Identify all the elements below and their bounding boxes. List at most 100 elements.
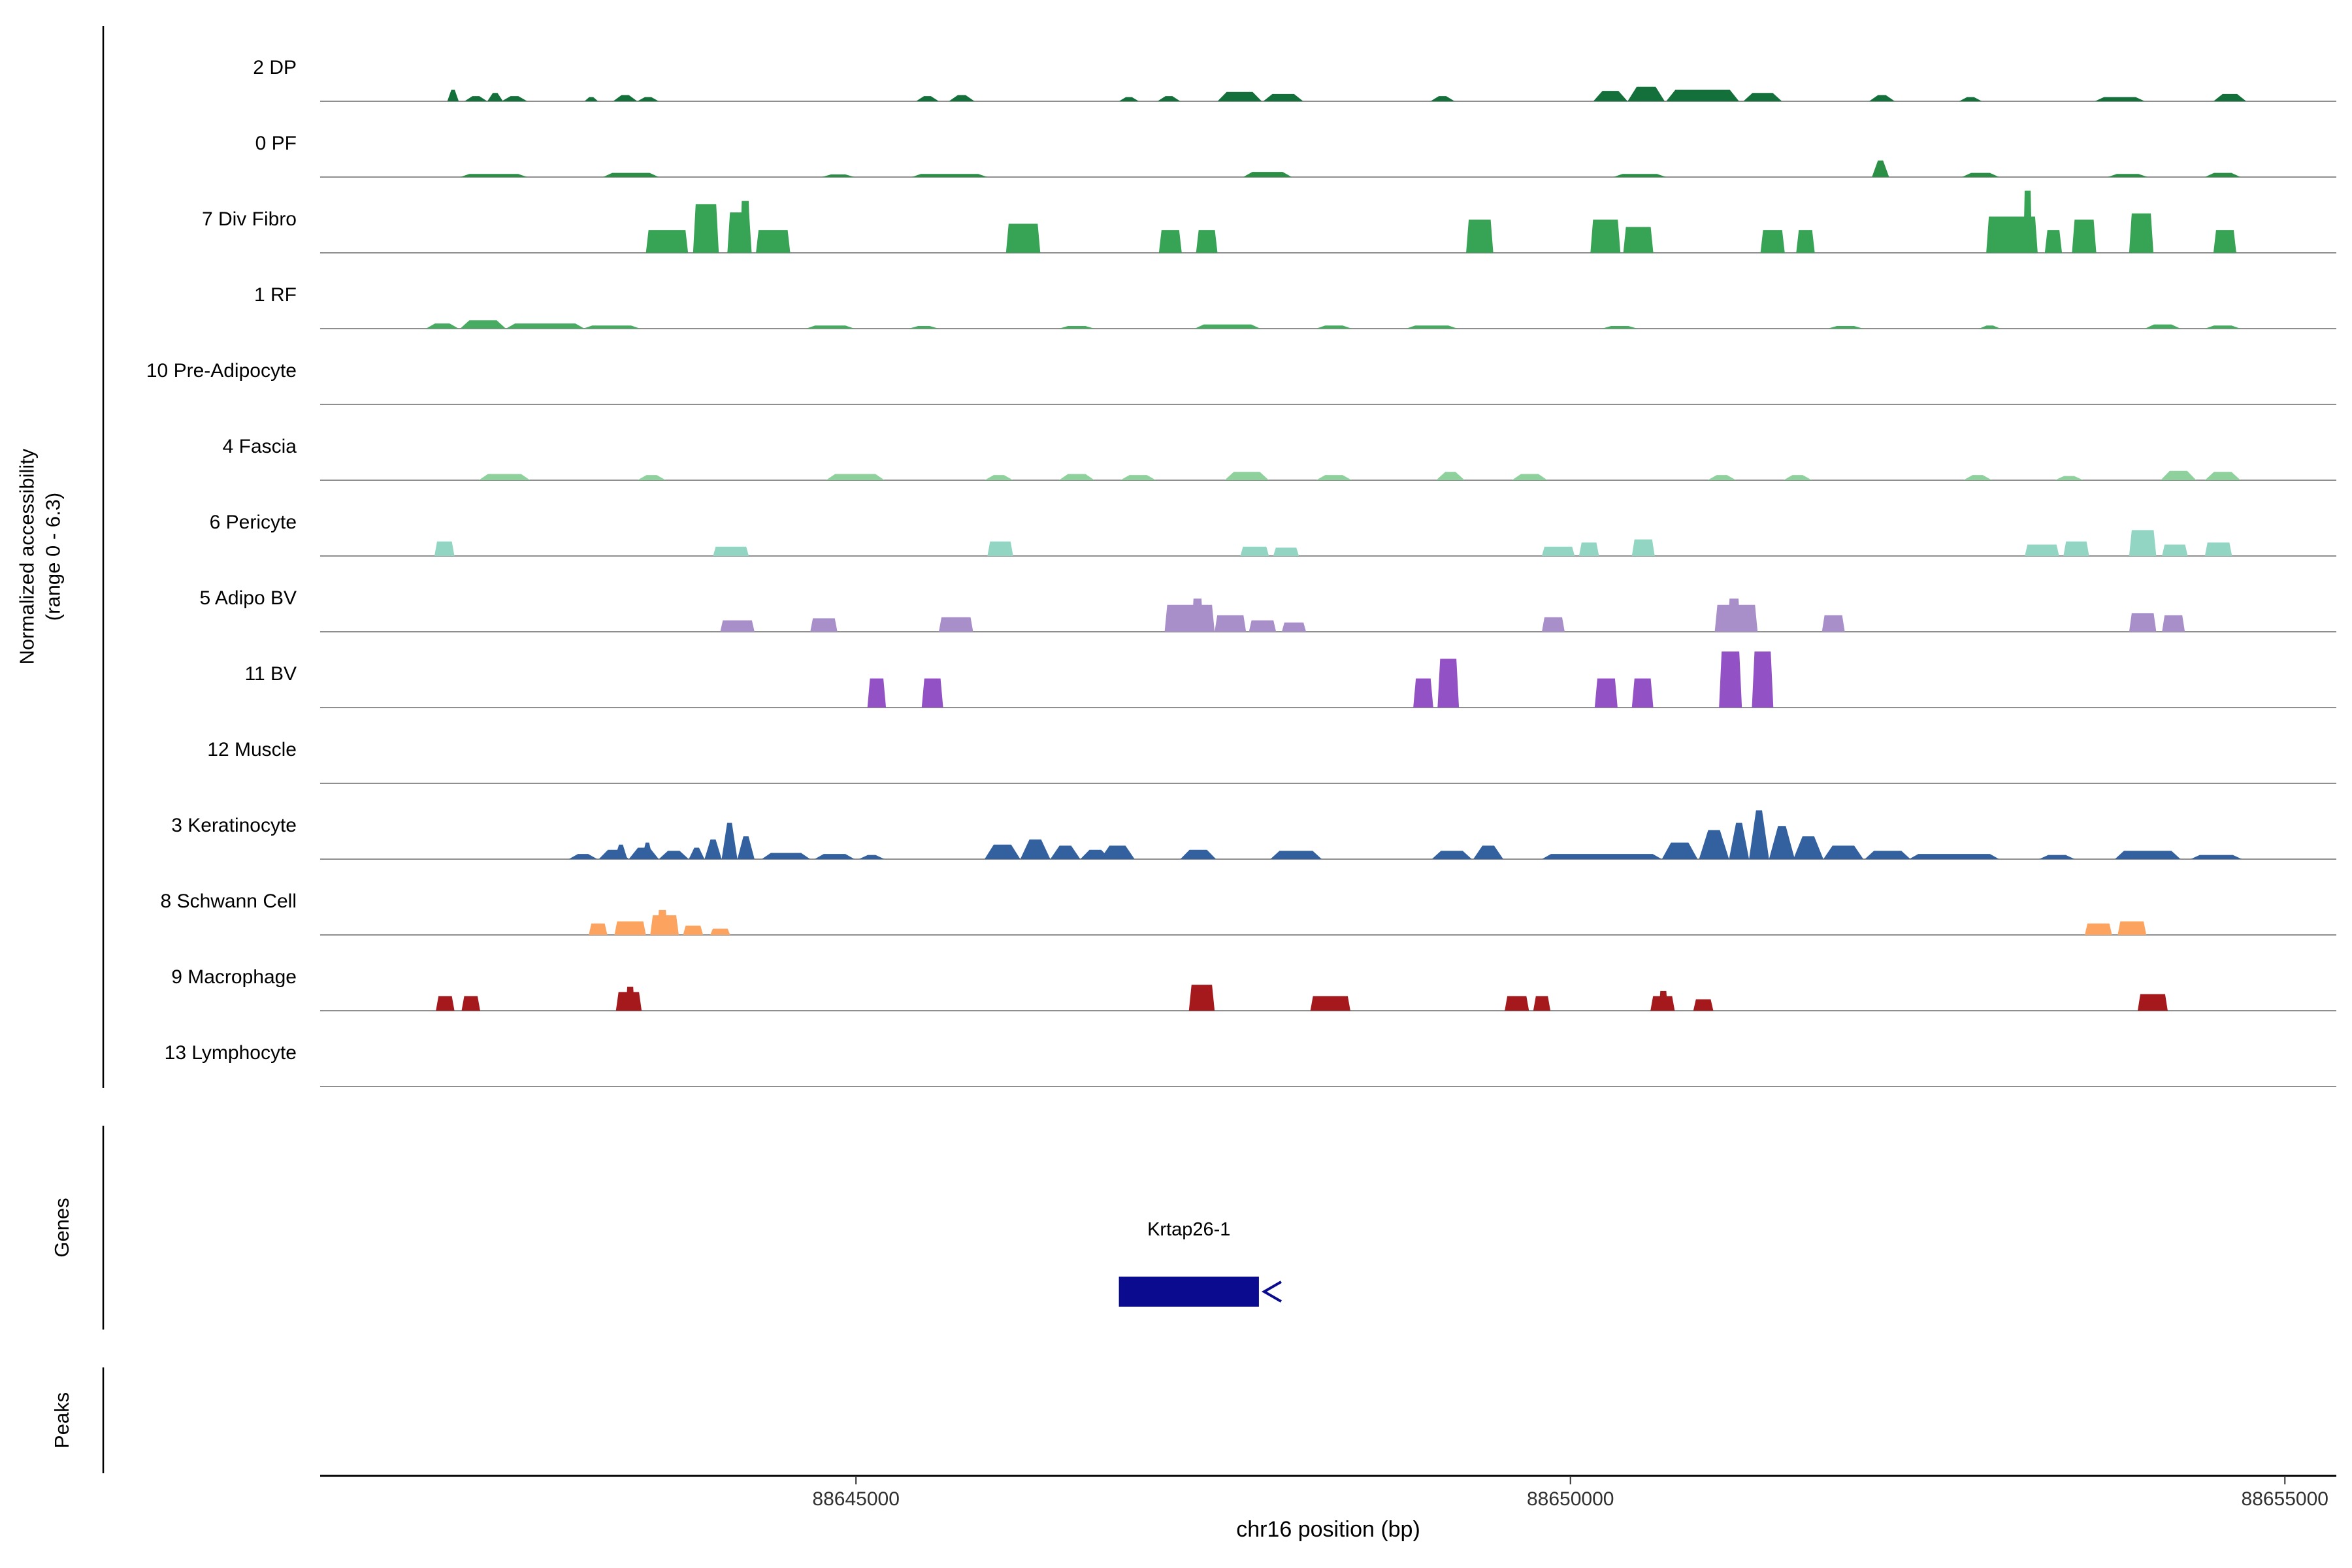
signal-peak-7-div-fibro — [1005, 223, 1041, 253]
track-label-6-pericyte: 6 Pericyte — [209, 512, 297, 533]
signal-peak-6-pericyte — [1273, 547, 1299, 556]
signal-peak-1-rf — [1316, 325, 1352, 329]
signal-peak-4-fascia — [2160, 470, 2197, 480]
signal-peak-3-keratinocyte — [1473, 845, 1503, 859]
signal-peak-2-dp — [584, 97, 598, 101]
signal-peak-3-keratinocyte — [721, 823, 738, 859]
signal-peak-3-keratinocyte — [1661, 842, 1698, 859]
signal-peak-7-div-fibro — [1158, 230, 1182, 253]
signal-peak-3-keratinocyte — [2114, 851, 2181, 859]
signal-peak-3-keratinocyte — [1909, 854, 1999, 859]
signal-peak-5-adipo-bv — [1541, 617, 1565, 632]
track-label-13-lymphocyte: 13 Lymphocyte — [164, 1042, 297, 1064]
signal-peak-9-macrophage — [1533, 996, 1551, 1011]
signal-peak-3-keratinocyte — [1180, 849, 1217, 859]
signal-peak-7-div-fibro — [1623, 227, 1654, 253]
signal-peak-11-bv — [1437, 659, 1460, 708]
track-label-11-bv: 11 BV — [244, 663, 297, 685]
signal-peak-3-keratinocyte — [985, 844, 1021, 859]
signal-peak-0-pf — [460, 174, 528, 177]
x-tick-label-88655000: 88655000 — [2241, 1488, 2328, 1510]
signal-peak-1-rf — [909, 326, 939, 329]
signal-peak-0-pf — [1872, 160, 1889, 177]
signal-peak-5-adipo-bv — [1281, 622, 1307, 632]
signal-peak-5-adipo-bv — [1821, 615, 1845, 632]
signal-peak-9-macrophage — [461, 996, 480, 1011]
signal-peak-3-keratinocyte — [761, 853, 811, 859]
signal-peak-7-div-fibro — [1466, 220, 1494, 253]
signal-peak-4-fascia — [1224, 472, 1269, 480]
signal-peak-8-schwann-cell — [589, 923, 608, 935]
signal-peak-4-fascia — [826, 474, 885, 480]
signal-peak-3-keratinocyte — [689, 847, 705, 859]
signal-peak-8-schwann-cell — [614, 921, 646, 935]
signal-peak-2-dp — [2095, 97, 2145, 101]
signal-peak-3-keratinocyte — [1793, 836, 1823, 859]
signal-peak-8-schwann-cell — [2117, 921, 2147, 935]
signal-peak-4-fascia — [478, 474, 531, 480]
signal-peak-1-rf — [1979, 325, 2001, 329]
track-label-12-muscle: 12 Muscle — [207, 739, 297, 760]
signal-peak-2-dp — [949, 95, 975, 101]
signal-peak-4-fascia — [1783, 475, 1812, 480]
signal-peak-4-fascia — [1512, 474, 1548, 480]
signal-peak-6-pericyte — [1578, 542, 1599, 556]
signal-peak-3-keratinocyte — [1270, 851, 1322, 859]
signal-peak-3-keratinocyte — [737, 836, 755, 859]
signal-peak-8-schwann-cell — [710, 928, 730, 935]
peaks-section-label: Peaks — [50, 1392, 73, 1449]
signal-peak-7-div-fibro — [645, 230, 689, 253]
signal-peak-11-bv — [1631, 678, 1654, 708]
y-axis-label-line1: Normalized accessibility — [15, 448, 39, 665]
y-axis-label-line2: (range 0 - 6.3) — [42, 492, 65, 621]
signal-peak-3-keratinocyte — [814, 854, 855, 859]
signal-peak-0-pf — [2204, 172, 2241, 177]
signal-peak-3-keratinocyte — [1541, 854, 1662, 859]
signal-peak-3-keratinocyte — [1100, 845, 1135, 859]
signal-peak-2-dp — [1593, 91, 1628, 101]
gene-strand-arrow — [1261, 1281, 1282, 1303]
signal-peak-6-pericyte — [2025, 544, 2059, 556]
signal-peak-2-dp — [613, 95, 638, 101]
signal-peak-11-bv — [1719, 651, 1742, 708]
signal-peak-4-fascia — [1436, 472, 1465, 480]
signal-peak-7-div-fibro — [1796, 230, 1815, 253]
signal-peak-4-fascia — [1707, 475, 1737, 480]
signal-peak-7-div-fibro — [2129, 213, 2154, 253]
signal-peak-6-pericyte — [2129, 530, 2157, 556]
signal-peak-11-bv — [867, 678, 887, 708]
signal-peak-3-keratinocyte — [704, 839, 722, 859]
signal-peak-7-div-fibro — [2072, 220, 2097, 253]
signal-peak-3-keratinocyte — [1769, 826, 1795, 859]
signal-peak-6-pericyte — [2063, 541, 2089, 556]
signal-peak-2-dp — [916, 96, 939, 101]
signal-peak-5-adipo-bv — [2162, 615, 2185, 632]
signal-peak-7-div-fibro — [740, 201, 751, 253]
signal-peak-0-pf — [911, 174, 988, 177]
signal-peak-1-rf — [506, 323, 585, 329]
signal-peak-1-rf — [2144, 324, 2181, 329]
signal-peak-1-rf — [460, 320, 506, 329]
signal-peak-6-pericyte — [2204, 542, 2232, 556]
signal-peak-3-keratinocyte — [1050, 845, 1081, 859]
signal-peak-7-div-fibro — [1196, 230, 1218, 253]
y-axis-label: Normalized accessibility (range 0 - 6.3) — [14, 449, 67, 665]
signal-peak-3-keratinocyte — [1729, 823, 1750, 859]
signal-peak-3-keratinocyte — [1865, 851, 1911, 859]
signal-peak-2-dp — [1869, 95, 1895, 101]
x-axis-title: chr16 position (bp) — [1236, 1517, 1420, 1542]
track-label-1-rf: 1 RF — [253, 284, 297, 306]
signal-peak-8-schwann-cell — [657, 909, 668, 935]
signal-peak-11-bv — [921, 678, 943, 708]
signal-peak-4-fascia — [1316, 475, 1352, 480]
signal-peak-1-rf — [1194, 324, 1261, 329]
track-label-0-pf: 0 PF — [255, 133, 297, 154]
signal-peak-2-dp — [1430, 96, 1455, 101]
signal-peak-9-macrophage — [436, 996, 455, 1011]
signal-peak-4-fascia — [637, 475, 666, 480]
signal-peak-9-macrophage — [626, 987, 635, 1011]
signal-peak-11-bv — [1594, 678, 1618, 708]
genes-section-label: Genes — [50, 1198, 73, 1258]
signal-peak-5-adipo-bv — [1192, 598, 1203, 632]
